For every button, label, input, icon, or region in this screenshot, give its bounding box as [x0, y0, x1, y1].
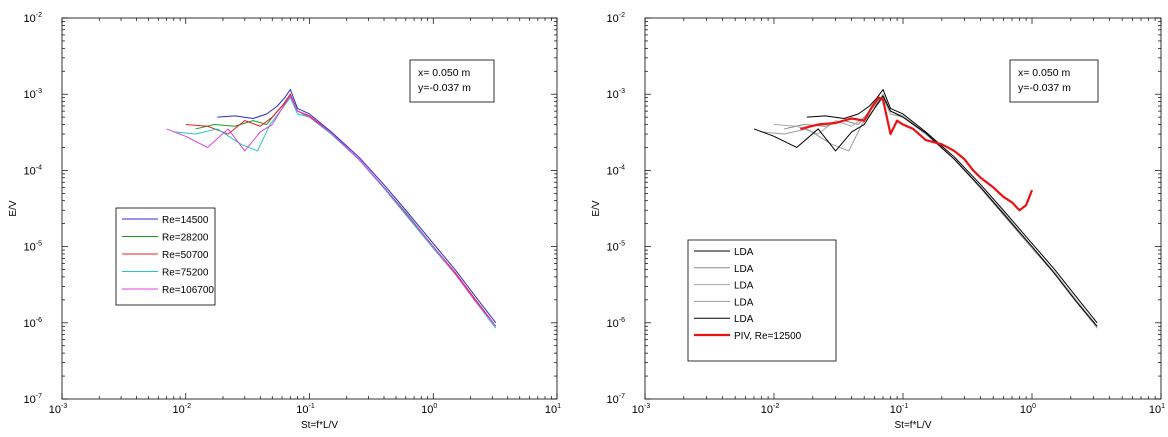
x-axis-label-right: St=f*L/V: [895, 420, 932, 431]
annotation-box-left: [409, 59, 495, 103]
annotation-box-right: [1009, 59, 1099, 103]
coordinate-annotation-left: x= 0.050 m y=-0.037 m: [409, 59, 495, 103]
legend-box-right: [687, 239, 837, 362]
legend-label-lda-4: LDA: [734, 297, 754, 308]
annotation-x-left: x= 0.050 m: [418, 67, 470, 79]
series-line-left-3: [173, 97, 497, 329]
legend-label-re-28200: Re=28200: [162, 233, 209, 244]
chart-right: 10-3 10-2 10-1 100 10110-710-610-510-410-310…: [591, 12, 1165, 431]
series-line-right-0: [806, 89, 1098, 324]
y-axis-label-right: E/V: [591, 200, 602, 216]
chart-left: 10-3 10-2 10-1 100 10110-710-610-510-410-310…: [8, 12, 561, 431]
x-tick-label-left: 101: [545, 403, 561, 416]
legend-label-lda-5: LDA: [734, 314, 754, 325]
series-line-right-3: [761, 97, 1098, 329]
series-line-right-5: [800, 96, 1034, 212]
legend-label-piv: PIV, Re=12500: [734, 331, 802, 342]
tick-layer-right: 10-3 10-2 10-1 100 10110-710-610-510-410-310…: [607, 12, 1166, 416]
legend-left: Re=14500 Re=28200 Re=50700 Re=75200 Re=1…: [115, 207, 216, 306]
legend-label-lda-2: LDA: [734, 264, 754, 275]
legend-label-re-75200: Re=75200: [162, 268, 209, 279]
legend-label-lda-3: LDA: [734, 281, 754, 292]
series-line-left-4: [166, 95, 497, 327]
series-line-left-0: [217, 89, 497, 324]
legend-label-re-106700: Re=106700: [162, 285, 214, 296]
annotation-x-right: x= 0.050 m: [1018, 67, 1070, 79]
legend-label-re-14500: Re=14500: [162, 215, 209, 226]
annotation-y-left: y=-0.037 m: [418, 82, 471, 94]
x-tick-label-right: 101: [1149, 403, 1165, 416]
x-axis-label-left: St=f*L/V: [301, 420, 338, 431]
x-tick-label-left: 100: [421, 403, 437, 416]
annotation-y-right: y=-0.037 m: [1018, 82, 1071, 94]
series-layer-left: [166, 89, 497, 329]
coordinate-annotation-right: x= 0.050 m y=-0.037 m: [1009, 59, 1099, 103]
legend-label-re-50700: Re=50700: [162, 250, 209, 261]
series-line-right-4: [753, 95, 1098, 327]
legend-label-lda-1: LDA: [734, 247, 754, 258]
y-axis-label-left: E/V: [8, 200, 19, 216]
series-layer-right: [753, 89, 1098, 329]
legend-right: LDA LDA LDA LDA LDA PIV, Re=12500: [687, 239, 837, 362]
x-tick-label-right: 100: [1020, 403, 1036, 416]
